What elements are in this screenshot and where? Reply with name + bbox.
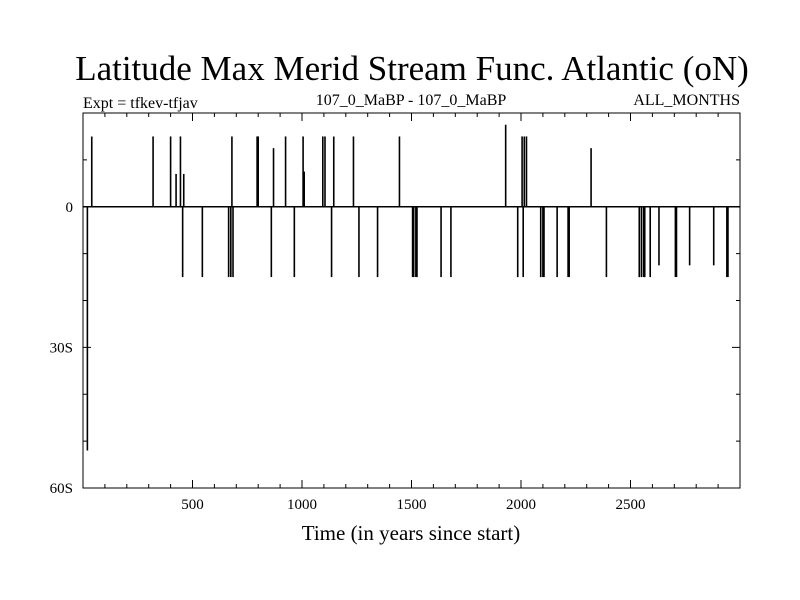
y-tick-label: 30S bbox=[50, 340, 73, 356]
x-tick-label: 1500 bbox=[397, 497, 427, 513]
y-tick-label: 60S bbox=[50, 481, 73, 497]
bars-layer bbox=[86, 124, 729, 451]
subtitle-left: Expt = tfkev-tfjav bbox=[83, 95, 198, 112]
x-axis-label: Time (in years since start) bbox=[302, 521, 521, 545]
y-tick-label: 0 bbox=[66, 200, 74, 216]
x-tick-label: 2500 bbox=[616, 497, 646, 513]
subtitle-center: 107_0_MaBP - 107_0_MaBP bbox=[316, 92, 507, 109]
axis-layer: 500 1000 1500 2000 2500 0 30S 60S bbox=[50, 113, 740, 513]
x-tick-label: 500 bbox=[181, 497, 204, 513]
subtitle-right: ALL_MONTHS bbox=[633, 92, 740, 109]
x-tick-label: 1000 bbox=[287, 497, 317, 513]
x-tick-label: 2000 bbox=[506, 497, 536, 513]
chart-title: Latitude Max Merid Stream Func. Atlantic… bbox=[75, 49, 749, 88]
plot-frame bbox=[82, 112, 741, 489]
